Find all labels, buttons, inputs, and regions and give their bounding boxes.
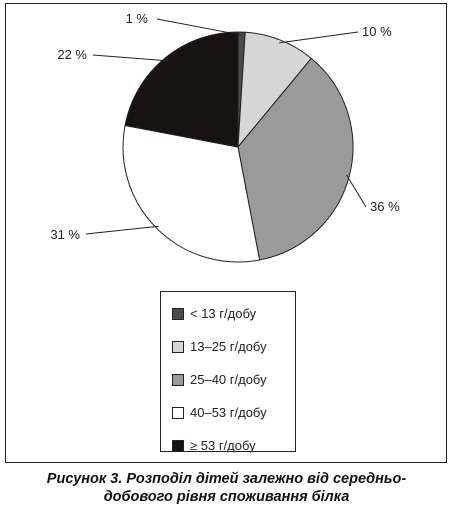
legend-label: 40–53 г/добу — [190, 405, 267, 420]
legend-swatch — [172, 439, 184, 452]
leader-line — [85, 225, 159, 235]
leader-line — [156, 18, 242, 36]
pie-slice — [124, 31, 239, 148]
pie-slices — [122, 31, 354, 263]
legend-item: 13–25 г/добу — [161, 330, 295, 363]
pie-slice — [122, 124, 261, 263]
legend-item: 25–40 г/добу — [161, 363, 295, 396]
legend-swatch — [172, 307, 184, 320]
legend-item: < 13 г/добу — [161, 297, 295, 330]
caption-line: Рисунок 3. Розподіл дітей залежно від се… — [46, 471, 407, 487]
slice-value-label: 10 % — [362, 24, 392, 39]
legend-item: ≥ 53 г/добу — [161, 429, 295, 462]
pie-slice — [237, 57, 354, 261]
legend-swatch — [172, 340, 184, 353]
legend-item: 40–53 г/добу — [161, 396, 295, 429]
leader-line — [346, 174, 367, 208]
legend-swatch — [172, 373, 184, 386]
slice-value-label: 1 % — [126, 11, 149, 26]
slice-value-label: 31 % — [50, 227, 80, 242]
slice-value-label: 36 % — [370, 199, 400, 214]
pie-slice — [237, 31, 313, 149]
legend-label: 25–40 г/добу — [190, 372, 267, 387]
caption-line: добового рівня споживання білка — [103, 489, 350, 505]
slice-labels: 1 % 10 % 36 % 31 % 22 % — [50, 11, 400, 242]
pie-chart: 1 % 10 % 36 % 31 % 22 % — [50, 11, 400, 263]
figure-frame — [5, 3, 447, 463]
legend-swatch — [172, 406, 184, 419]
leader-line — [92, 54, 167, 62]
figure-caption: Рисунок 3. Розподіл дітей залежно від се… — [0, 470, 453, 506]
leader-line — [279, 31, 359, 44]
legend-label: 13–25 г/добу — [190, 339, 267, 354]
legend-label: < 13 г/добу — [190, 306, 257, 321]
slice-value-label: 22 % — [57, 47, 87, 62]
legend: < 13 г/добу 13–25 г/добу 25–40 г/добу 40… — [160, 291, 296, 453]
leader-lines — [85, 18, 367, 235]
legend-label: ≥ 53 г/добу — [190, 438, 256, 453]
